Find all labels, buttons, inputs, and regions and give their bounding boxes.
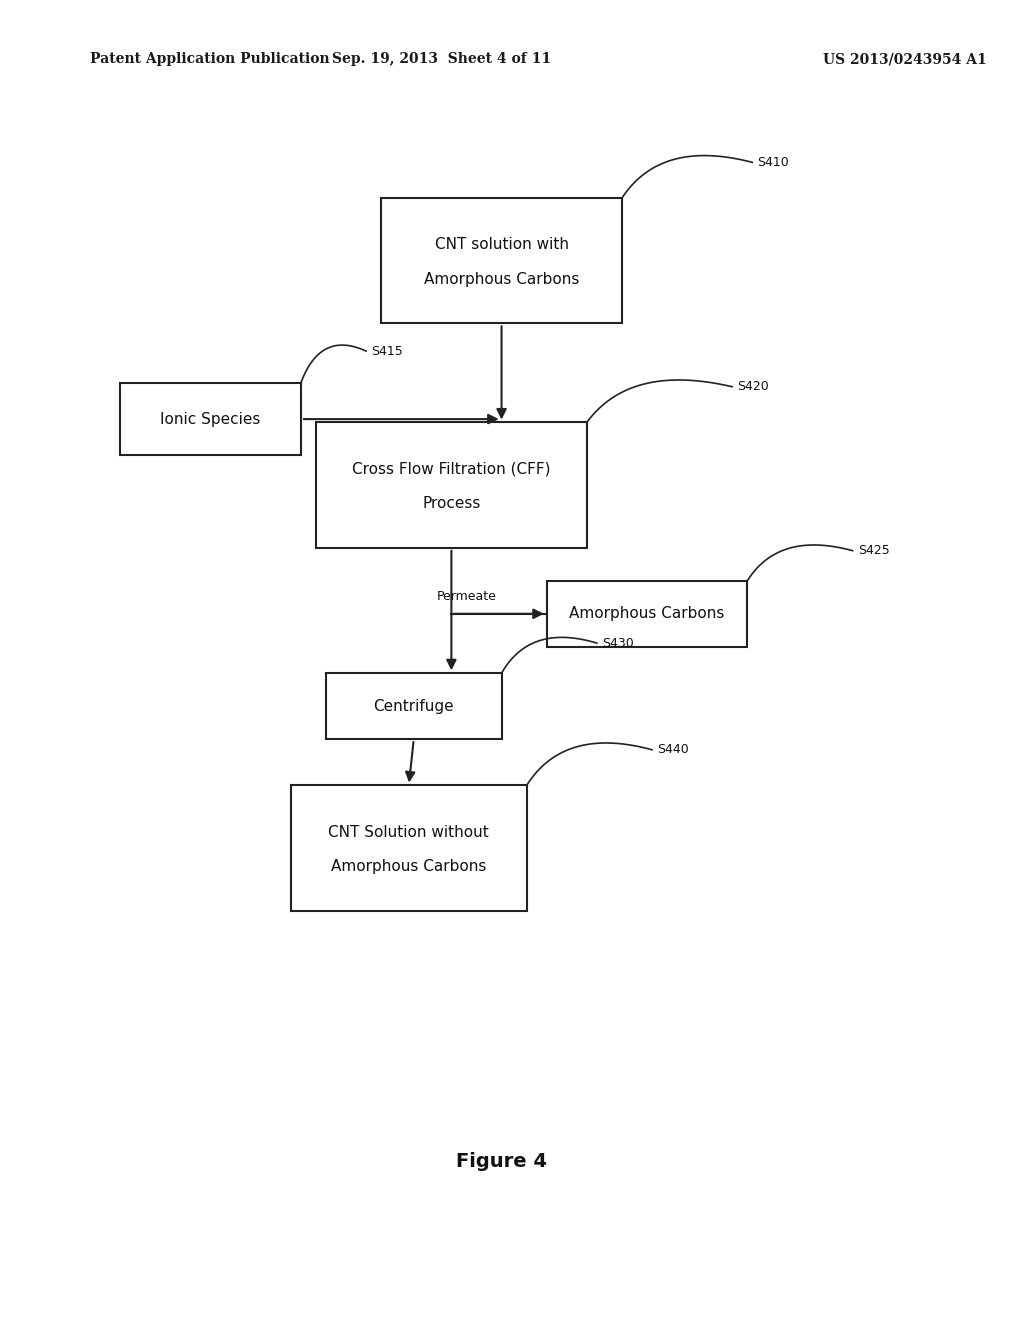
Text: Sep. 19, 2013  Sheet 4 of 11: Sep. 19, 2013 Sheet 4 of 11 [332, 53, 551, 66]
Text: Figure 4: Figure 4 [456, 1152, 547, 1171]
Text: Permeate: Permeate [436, 590, 497, 603]
Text: Process: Process [422, 496, 480, 511]
FancyBboxPatch shape [316, 422, 587, 548]
Text: S415: S415 [371, 345, 402, 358]
Text: S410: S410 [758, 156, 790, 169]
Text: S440: S440 [657, 743, 689, 756]
Text: CNT solution with: CNT solution with [434, 238, 568, 252]
FancyBboxPatch shape [547, 581, 748, 647]
Text: US 2013/0243954 A1: US 2013/0243954 A1 [822, 53, 986, 66]
Text: Amorphous Carbons: Amorphous Carbons [569, 606, 725, 622]
Text: Ionic Species: Ionic Species [161, 412, 261, 426]
Text: Amorphous Carbons: Amorphous Carbons [331, 859, 486, 874]
Text: S430: S430 [602, 636, 634, 649]
Text: S420: S420 [737, 380, 769, 393]
Text: Amorphous Carbons: Amorphous Carbons [424, 272, 580, 286]
Text: S425: S425 [858, 544, 890, 557]
FancyBboxPatch shape [291, 785, 526, 911]
FancyBboxPatch shape [381, 198, 622, 323]
Text: CNT Solution without: CNT Solution without [329, 825, 489, 840]
FancyBboxPatch shape [326, 673, 502, 739]
FancyBboxPatch shape [121, 383, 301, 455]
Text: Centrifuge: Centrifuge [374, 698, 454, 714]
Text: Cross Flow Filtration (CFF): Cross Flow Filtration (CFF) [352, 462, 551, 477]
Text: Patent Application Publication: Patent Application Publication [90, 53, 330, 66]
